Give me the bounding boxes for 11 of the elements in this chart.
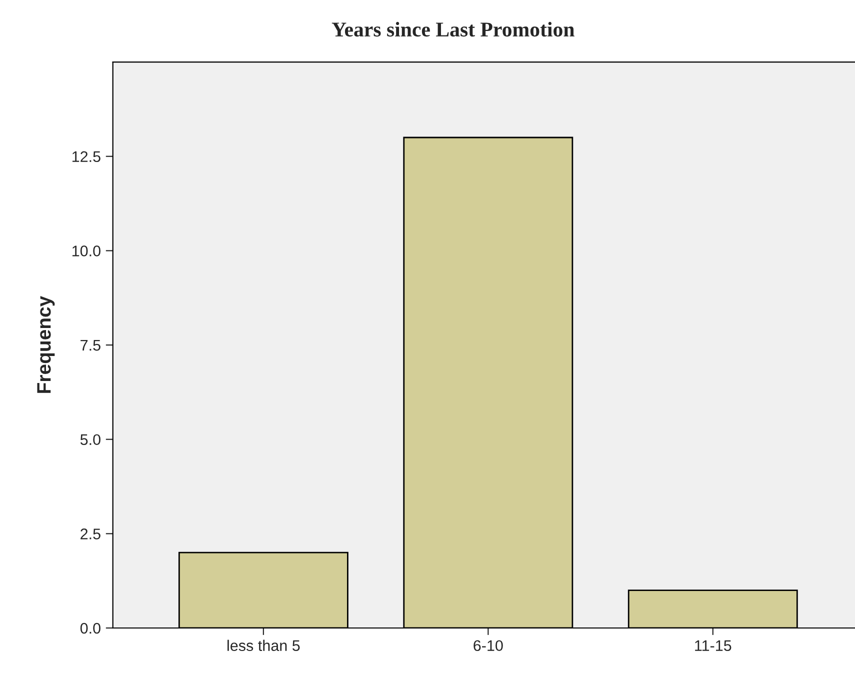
y-axis-title: Frequency xyxy=(37,296,55,393)
chart-title: Years since Last Promotion xyxy=(332,22,574,37)
y-tick-label: 0.0 xyxy=(80,622,100,634)
x-tick-label: 6-10 xyxy=(474,640,503,652)
y-tick-label: 10.0 xyxy=(72,246,100,256)
y-tick-label: 7.5 xyxy=(80,340,100,351)
y-tick-label: 5.0 xyxy=(80,434,100,446)
y-tick-label: 12.5 xyxy=(72,151,100,162)
x-tick-label: 11-15 xyxy=(695,640,732,652)
y-tick-label: 2.5 xyxy=(80,528,100,540)
x-tick-label: less than 5 xyxy=(228,640,300,652)
